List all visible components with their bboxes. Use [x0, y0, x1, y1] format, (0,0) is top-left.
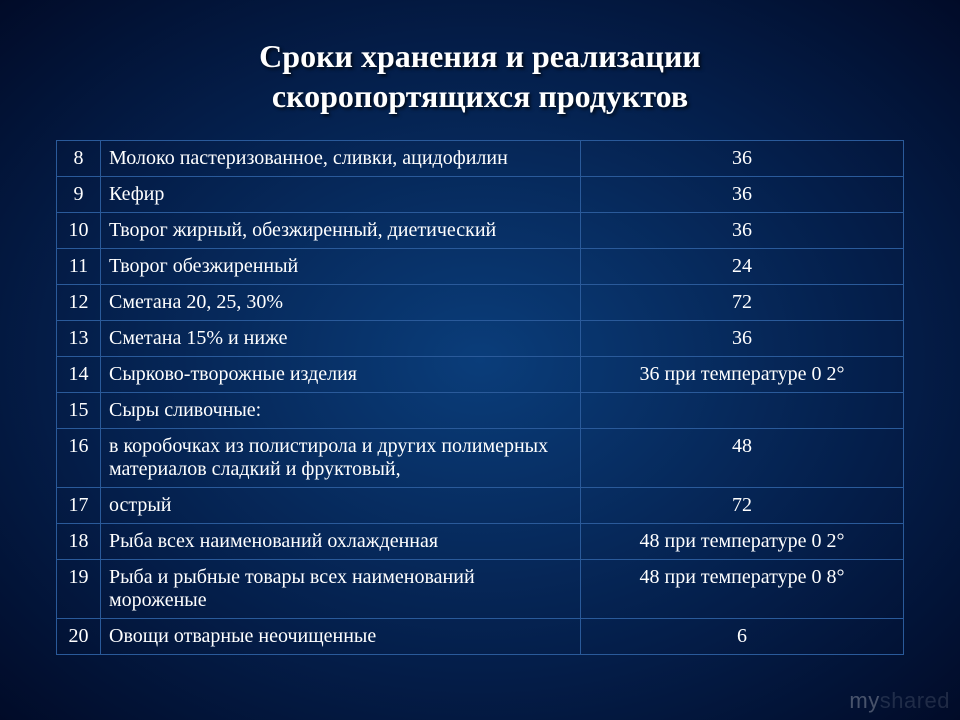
title-line-2: скоропортящихся продуктов	[272, 78, 688, 114]
row-value: 48 при температуре 0 8°	[581, 560, 904, 619]
row-product: Рыба и рыбные товары всех наименований м…	[101, 560, 581, 619]
row-num: 17	[57, 488, 101, 524]
table-row: 15 Сыры сливочные:	[57, 393, 904, 429]
watermark: myshared	[849, 688, 950, 714]
table-row: 17 острый 72	[57, 488, 904, 524]
row-value: 36	[581, 213, 904, 249]
row-product: Кефир	[101, 177, 581, 213]
row-product: Сметана 20, 25, 30%	[101, 285, 581, 321]
table-row: 11 Творог обезжиренный 24	[57, 249, 904, 285]
row-value: 36	[581, 141, 904, 177]
row-value	[581, 393, 904, 429]
row-num: 8	[57, 141, 101, 177]
row-num: 10	[57, 213, 101, 249]
table-body: 8 Молоко пастеризованное, сливки, ацидоф…	[57, 141, 904, 655]
row-product: Творог обезжиренный	[101, 249, 581, 285]
table-row: 9 Кефир 36	[57, 177, 904, 213]
row-num: 18	[57, 524, 101, 560]
row-value: 72	[581, 488, 904, 524]
table-row: 13 Сметана 15% и ниже 36	[57, 321, 904, 357]
row-product: Овощи отварные неочищенные	[101, 619, 581, 655]
row-product: Творог жирный, обезжиренный, диетический	[101, 213, 581, 249]
row-product: Молоко пастеризованное, сливки, ацидофил…	[101, 141, 581, 177]
row-num: 11	[57, 249, 101, 285]
row-num: 16	[57, 429, 101, 488]
row-product: в коробочках из полистирола и других пол…	[101, 429, 581, 488]
row-num: 9	[57, 177, 101, 213]
watermark-part1: my	[849, 688, 879, 713]
table-row: 8 Молоко пастеризованное, сливки, ацидоф…	[57, 141, 904, 177]
row-num: 20	[57, 619, 101, 655]
row-num: 13	[57, 321, 101, 357]
slide-title: Сроки хранения и реализации скоропортящи…	[0, 0, 960, 140]
table-row: 12 Сметана 20, 25, 30% 72	[57, 285, 904, 321]
products-table: 8 Молоко пастеризованное, сливки, ацидоф…	[56, 140, 904, 655]
row-product: острый	[101, 488, 581, 524]
row-value: 48 при температуре 0 2°	[581, 524, 904, 560]
row-value: 36	[581, 177, 904, 213]
title-line-1: Сроки хранения и реализации	[259, 38, 701, 74]
row-product: Сметана 15% и ниже	[101, 321, 581, 357]
row-product: Сыры сливочные:	[101, 393, 581, 429]
table-row: 18 Рыба всех наименований охлажденная 48…	[57, 524, 904, 560]
row-product: Рыба всех наименований охлажденная	[101, 524, 581, 560]
watermark-part2: shared	[880, 688, 950, 713]
table-row: 19 Рыба и рыбные товары всех наименовани…	[57, 560, 904, 619]
row-num: 12	[57, 285, 101, 321]
row-value: 72	[581, 285, 904, 321]
row-product: Сырково-творожные изделия	[101, 357, 581, 393]
row-num: 15	[57, 393, 101, 429]
row-value: 36 при температуре 0 2°	[581, 357, 904, 393]
row-value: 48	[581, 429, 904, 488]
table-row: 16 в коробочках из полистирола и других …	[57, 429, 904, 488]
row-num: 19	[57, 560, 101, 619]
table-row: 14 Сырково-творожные изделия 36 при темп…	[57, 357, 904, 393]
row-value: 24	[581, 249, 904, 285]
table-row: 20 Овощи отварные неочищенные 6	[57, 619, 904, 655]
row-value: 6	[581, 619, 904, 655]
table-row: 10 Творог жирный, обезжиренный, диетичес…	[57, 213, 904, 249]
row-num: 14	[57, 357, 101, 393]
row-value: 36	[581, 321, 904, 357]
